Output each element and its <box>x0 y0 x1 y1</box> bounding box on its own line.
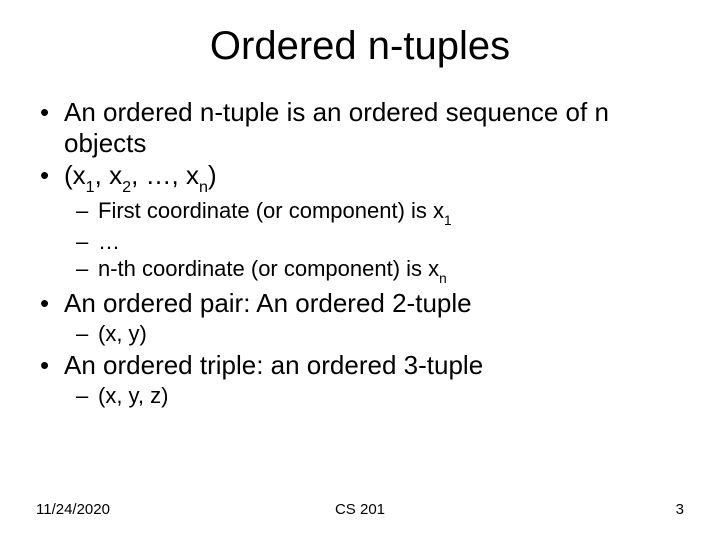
text-fragment: n-th coordinate (or component) is x <box>98 256 439 281</box>
bullet-subitem: (x, y) <box>36 321 684 348</box>
bullet-item: An ordered triple: an ordered 3-tuple <box>36 350 684 381</box>
bullet-subitem: … <box>36 229 684 256</box>
bullet-subitem: n-th coordinate (or component) is xn <box>36 256 684 286</box>
text-fragment: ) <box>208 160 217 190</box>
slide-title: Ordered n-tuples <box>36 24 684 69</box>
bullet-item: An ordered n-tuple is an ordered sequenc… <box>36 97 684 158</box>
footer-course: CS 201 <box>0 501 720 518</box>
bullet-subitem: (x, y, z) <box>36 383 684 410</box>
bullet-list: An ordered n-tuple is an ordered sequenc… <box>36 97 684 409</box>
footer-page-number: 3 <box>676 501 684 518</box>
bullet-item: An ordered pair: An ordered 2-tuple <box>36 288 684 319</box>
subscript: n <box>199 178 208 196</box>
subscript: 1 <box>86 178 95 196</box>
bullet-item: (x1, x2, …, xn) <box>36 160 684 195</box>
text-fragment: First coordinate (or component) is x <box>98 198 444 223</box>
subscript: n <box>439 271 447 286</box>
slide: Ordered n-tuples An ordered n-tuple is a… <box>0 0 720 540</box>
subscript: 2 <box>122 178 131 196</box>
text-fragment: (x <box>64 160 86 190</box>
subscript: 1 <box>444 213 452 228</box>
bullet-subitem: First coordinate (or component) is x1 <box>36 198 684 228</box>
text-fragment: , …, x <box>131 160 199 190</box>
text-fragment: , x <box>95 160 122 190</box>
